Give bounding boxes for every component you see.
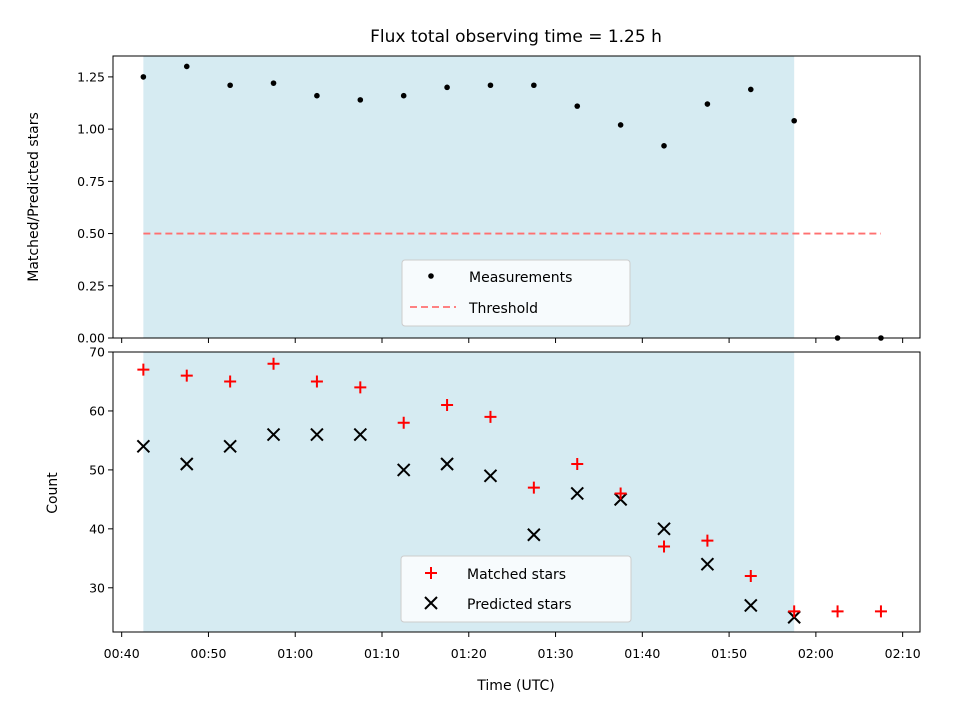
top-x-ticks [121,338,904,343]
matched-star-point [137,363,150,376]
measurement-point [444,84,450,91]
predicted-star-point [744,598,758,613]
matched-star-point [571,458,584,470]
bottom-y-tick-label: 60 [89,403,105,418]
x-tick-label: 02:00 [798,646,834,661]
x-tick-label: 00:40 [104,646,140,661]
predicted-star-point [396,463,411,477]
chart-title: Flux total observing time = 1.25 h [370,27,662,47]
x-tick-label: 01:10 [364,646,400,661]
x-tick-label: 01:40 [624,646,660,661]
legend-threshold-label: Threshold [468,301,538,317]
matched-star-point [527,481,540,494]
x-axis-label: Time (UTC) [476,678,554,694]
matched-star-point [874,605,887,618]
measurement-point [574,103,581,109]
measurement-point [791,117,797,124]
x-tick-label: 01:20 [451,646,487,661]
predicted-star-point [483,469,498,483]
predicted-star-point [570,486,584,501]
bottom-y-tick-label: 30 [89,580,105,595]
legend-matched-marker [425,567,437,579]
top-y-axis-label: Matched/Predicted stars [26,112,42,282]
bottom-axes-frame [112,351,921,633]
matched-star-point [354,381,367,394]
predicted-star-point [440,457,454,471]
measurement-point [183,63,190,70]
predicted-star-point [353,427,368,442]
matched-star-point [788,605,801,618]
top-y-tick-label: 0.50 [77,226,105,241]
top-y-tick-label: 0.00 [77,331,105,346]
top-y-tick-label: 0.25 [77,278,105,293]
bottom-y-axis-label: Count [45,472,61,514]
bottom-y-ticks: 30 40 50 60 70 [89,345,113,595]
x-tick-label: 01:00 [277,646,313,661]
bottom-y-tick-label: 40 [89,521,105,536]
matched-star-point [831,605,844,618]
bottom-y-tick-label: 50 [89,462,105,477]
matched-star-point [701,534,714,547]
predicted-star-point [527,528,541,542]
x-tick-label: 01:50 [711,646,747,661]
top-y-tick-label: 1.00 [77,122,105,137]
measurement-point [270,80,277,86]
matched-star-points [137,357,887,618]
matched-star-point [658,540,671,553]
measurement-point [747,86,754,93]
predicted-star-point [136,439,151,454]
measurement-point [661,143,667,149]
top-axes-frame [112,55,921,339]
x-tick-label: 00:50 [190,646,226,661]
measurement-point [140,74,147,80]
top-y-tick-label: 0.75 [77,174,105,189]
measurement-point [531,82,537,89]
matched-star-point [180,369,193,382]
measurement-point [400,92,407,99]
legend-matched-label: Matched stars [467,567,566,583]
predicted-star-point [657,522,671,536]
matched-star-point [614,487,627,500]
predicted-star-point [266,427,281,442]
top-legend: Measurements Threshold [401,259,631,327]
measurement-point [617,122,624,128]
measurement-point [314,92,320,99]
bottom-legend: Matched stars Predicted stars [400,555,632,623]
measurement-point [357,97,364,103]
bottom-panel: 30 40 50 60 70 00:40 00:50 01:00 01:10 01:20 01:3… [45,345,921,695]
bottom-y-tick-label: 70 [89,345,105,360]
measurement-point [704,101,711,107]
legend-measurements-label: Measurements [469,270,572,286]
bottom-legend-box [400,555,632,623]
x-tick-label: 01:30 [538,646,574,661]
legend-predicted-marker [424,596,438,610]
top-y-tick-label: 1.25 [77,69,105,84]
top-legend-box [401,259,631,327]
matched-star-point [224,375,237,388]
measurement-point [487,82,494,89]
matched-star-point [744,570,757,582]
bottom-x-ticks: 00:40 00:50 01:00 01:10 01:20 01:30 01:40 01:50… [104,632,921,661]
matched-star-point [310,375,323,388]
x-tick-label: 02:10 [885,646,921,661]
matched-star-point [484,410,497,423]
matched-star-point [397,416,410,429]
predicted-star-point [180,457,194,471]
matched-star-point [441,399,454,412]
measurement-point [227,82,233,89]
top-panel: 0.00 0.25 0.50 0.75 1.00 1.25 Matched/Predict… [26,55,921,346]
top-y-ticks: 0.00 0.25 0.50 0.75 1.00 1.25 [77,69,113,346]
predicted-star-point [700,557,715,571]
legend-predicted-label: Predicted stars [467,597,572,613]
legend-measurement-marker [428,273,434,279]
predicted-star-point [223,439,237,454]
predicted-star-point [310,427,324,442]
matched-star-point [267,357,280,370]
